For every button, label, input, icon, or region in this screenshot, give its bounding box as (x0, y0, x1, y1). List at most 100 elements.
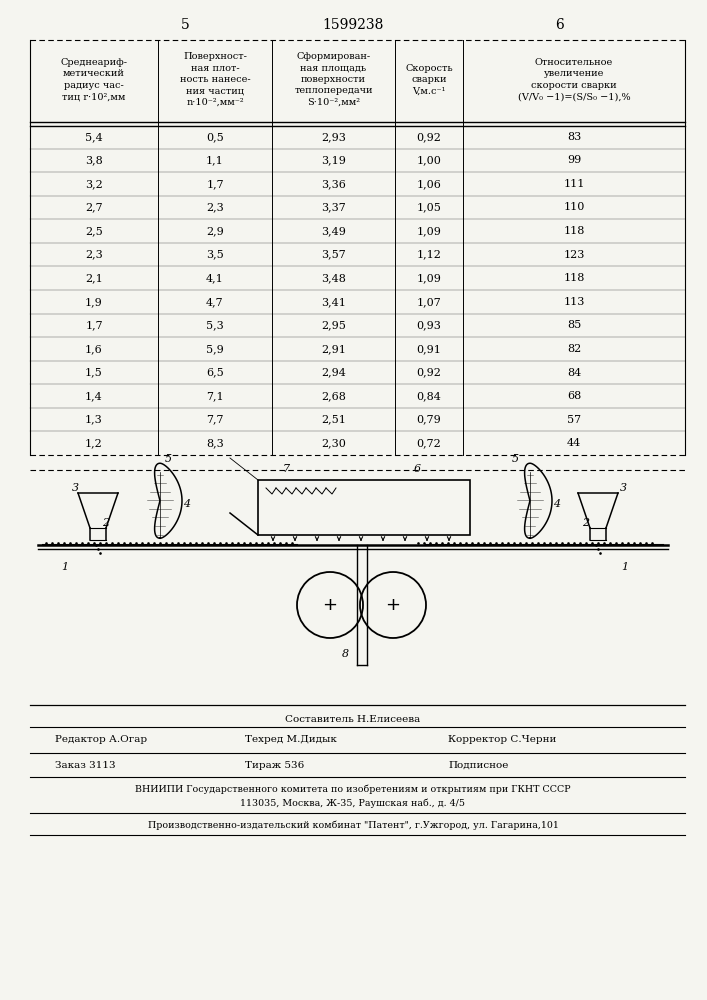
Text: 1,9: 1,9 (85, 297, 103, 307)
Text: Поверхност-
ная плот-
ность нанесе-
ния частиц
n·10⁻²,мм⁻²: Поверхност- ная плот- ность нанесе- ния … (180, 52, 250, 107)
Text: 5,9: 5,9 (206, 344, 224, 354)
Text: 3,8: 3,8 (85, 155, 103, 165)
Text: 6: 6 (414, 464, 421, 474)
Text: 2,1: 2,1 (85, 273, 103, 283)
Text: 82: 82 (567, 344, 581, 354)
Text: 83: 83 (567, 132, 581, 142)
Text: Редактор А.Огар: Редактор А.Огар (55, 735, 147, 744)
Text: ВНИИПИ Государственного комитета по изобретениям и открытиям при ГКНТ СССР: ВНИИПИ Государственного комитета по изоб… (135, 785, 571, 794)
Text: 113035, Москва, Ж-35, Раушская наб., д. 4/5: 113035, Москва, Ж-35, Раушская наб., д. … (240, 798, 465, 808)
Text: 1,5: 1,5 (85, 367, 103, 377)
Text: Относительное
увеличение
скорости сварки
(V/V₀ −1)=(S/S₀ −1),%: Относительное увеличение скорости сварки… (518, 58, 631, 101)
Text: 5,4: 5,4 (85, 132, 103, 142)
Text: 111: 111 (563, 179, 585, 189)
Text: 2,7: 2,7 (85, 202, 103, 213)
Text: 2,91: 2,91 (321, 344, 346, 354)
Text: 44: 44 (567, 438, 581, 448)
Text: 3,2: 3,2 (85, 179, 103, 189)
Text: 57: 57 (567, 415, 581, 425)
Text: 85: 85 (567, 320, 581, 330)
Text: 2,30: 2,30 (321, 438, 346, 448)
Text: 1,09: 1,09 (416, 226, 441, 236)
Text: 5,3: 5,3 (206, 320, 224, 330)
Text: Подписное: Подписное (448, 761, 508, 770)
Text: 3,41: 3,41 (321, 297, 346, 307)
Text: 1,7: 1,7 (206, 179, 224, 189)
Text: 2,93: 2,93 (321, 132, 346, 142)
Text: 5: 5 (512, 454, 519, 464)
Text: 2,3: 2,3 (85, 250, 103, 260)
Text: 1,12: 1,12 (416, 250, 441, 260)
Text: Сформирован-
ная площадь
поверхности
теплопередачи
S·10⁻²,мм²: Сформирован- ная площадь поверхности теп… (294, 52, 373, 107)
Text: 1,3: 1,3 (85, 415, 103, 425)
Text: 118: 118 (563, 273, 585, 283)
Text: 0,84: 0,84 (416, 391, 441, 401)
Text: 3,37: 3,37 (321, 202, 346, 213)
Text: 0,5: 0,5 (206, 132, 224, 142)
Text: 3: 3 (72, 483, 79, 493)
Text: 5: 5 (165, 454, 172, 464)
Text: 3,57: 3,57 (321, 250, 346, 260)
Text: 3,49: 3,49 (321, 226, 346, 236)
Text: 1: 1 (62, 562, 69, 572)
Text: 68: 68 (567, 391, 581, 401)
Text: 2,3: 2,3 (206, 202, 224, 213)
Text: 7,1: 7,1 (206, 391, 224, 401)
Text: 6: 6 (556, 18, 564, 32)
Text: 0,92: 0,92 (416, 132, 441, 142)
Text: 1,1: 1,1 (206, 155, 224, 165)
Text: 99: 99 (567, 155, 581, 165)
Text: 2,9: 2,9 (206, 226, 224, 236)
Text: 4: 4 (183, 499, 190, 509)
Text: 2,68: 2,68 (321, 391, 346, 401)
Text: Составитель Н.Елисеева: Составитель Н.Елисеева (286, 715, 421, 724)
Bar (258, 480, 470, 535)
Text: 0,92: 0,92 (416, 367, 441, 377)
Text: 2: 2 (102, 518, 109, 528)
Text: 1,2: 1,2 (85, 438, 103, 448)
Text: 4: 4 (553, 499, 560, 509)
Text: 110: 110 (563, 202, 585, 213)
Text: 0,91: 0,91 (416, 344, 441, 354)
Text: 2,5: 2,5 (85, 226, 103, 236)
Text: 3,48: 3,48 (321, 273, 346, 283)
Text: 113: 113 (563, 297, 585, 307)
Text: 1,07: 1,07 (416, 297, 441, 307)
Text: 7: 7 (283, 464, 290, 474)
Text: 1: 1 (621, 562, 629, 572)
Text: 84: 84 (567, 367, 581, 377)
Text: 2,95: 2,95 (321, 320, 346, 330)
Text: Заказ 3113: Заказ 3113 (55, 761, 116, 770)
Text: 0,93: 0,93 (416, 320, 441, 330)
Text: 1,09: 1,09 (416, 273, 441, 283)
Text: 1599238: 1599238 (322, 18, 384, 32)
Text: 3,19: 3,19 (321, 155, 346, 165)
Text: 2,94: 2,94 (321, 367, 346, 377)
Text: 1,4: 1,4 (85, 391, 103, 401)
Text: Техред М.Дидык: Техред М.Дидык (245, 735, 337, 744)
Text: 6,5: 6,5 (206, 367, 224, 377)
Text: 7,7: 7,7 (206, 415, 223, 425)
Text: 1,06: 1,06 (416, 179, 441, 189)
Text: 123: 123 (563, 250, 585, 260)
Text: 3: 3 (620, 483, 627, 493)
Text: +: + (322, 596, 337, 614)
Text: 3,5: 3,5 (206, 250, 224, 260)
Text: 2: 2 (582, 518, 589, 528)
Text: 0,72: 0,72 (416, 438, 441, 448)
Text: 1,00: 1,00 (416, 155, 441, 165)
Text: 8: 8 (341, 649, 349, 659)
Text: 2,51: 2,51 (321, 415, 346, 425)
Text: Производственно-издательский комбинат "Патент", г.Ужгород, ул. Гагарина,101: Производственно-издательский комбинат "П… (148, 821, 559, 830)
Text: +: + (385, 596, 400, 614)
Text: 1,7: 1,7 (85, 320, 103, 330)
Text: 1,6: 1,6 (85, 344, 103, 354)
Text: 5: 5 (180, 18, 189, 32)
Text: 4,7: 4,7 (206, 297, 224, 307)
Text: 3,36: 3,36 (321, 179, 346, 189)
Text: Тираж 536: Тираж 536 (245, 761, 304, 770)
Text: Корректор С.Черни: Корректор С.Черни (448, 735, 556, 744)
Text: 118: 118 (563, 226, 585, 236)
Text: Скорость
сварки
V,м.с⁻¹: Скорость сварки V,м.с⁻¹ (405, 64, 452, 95)
Text: 4,1: 4,1 (206, 273, 224, 283)
